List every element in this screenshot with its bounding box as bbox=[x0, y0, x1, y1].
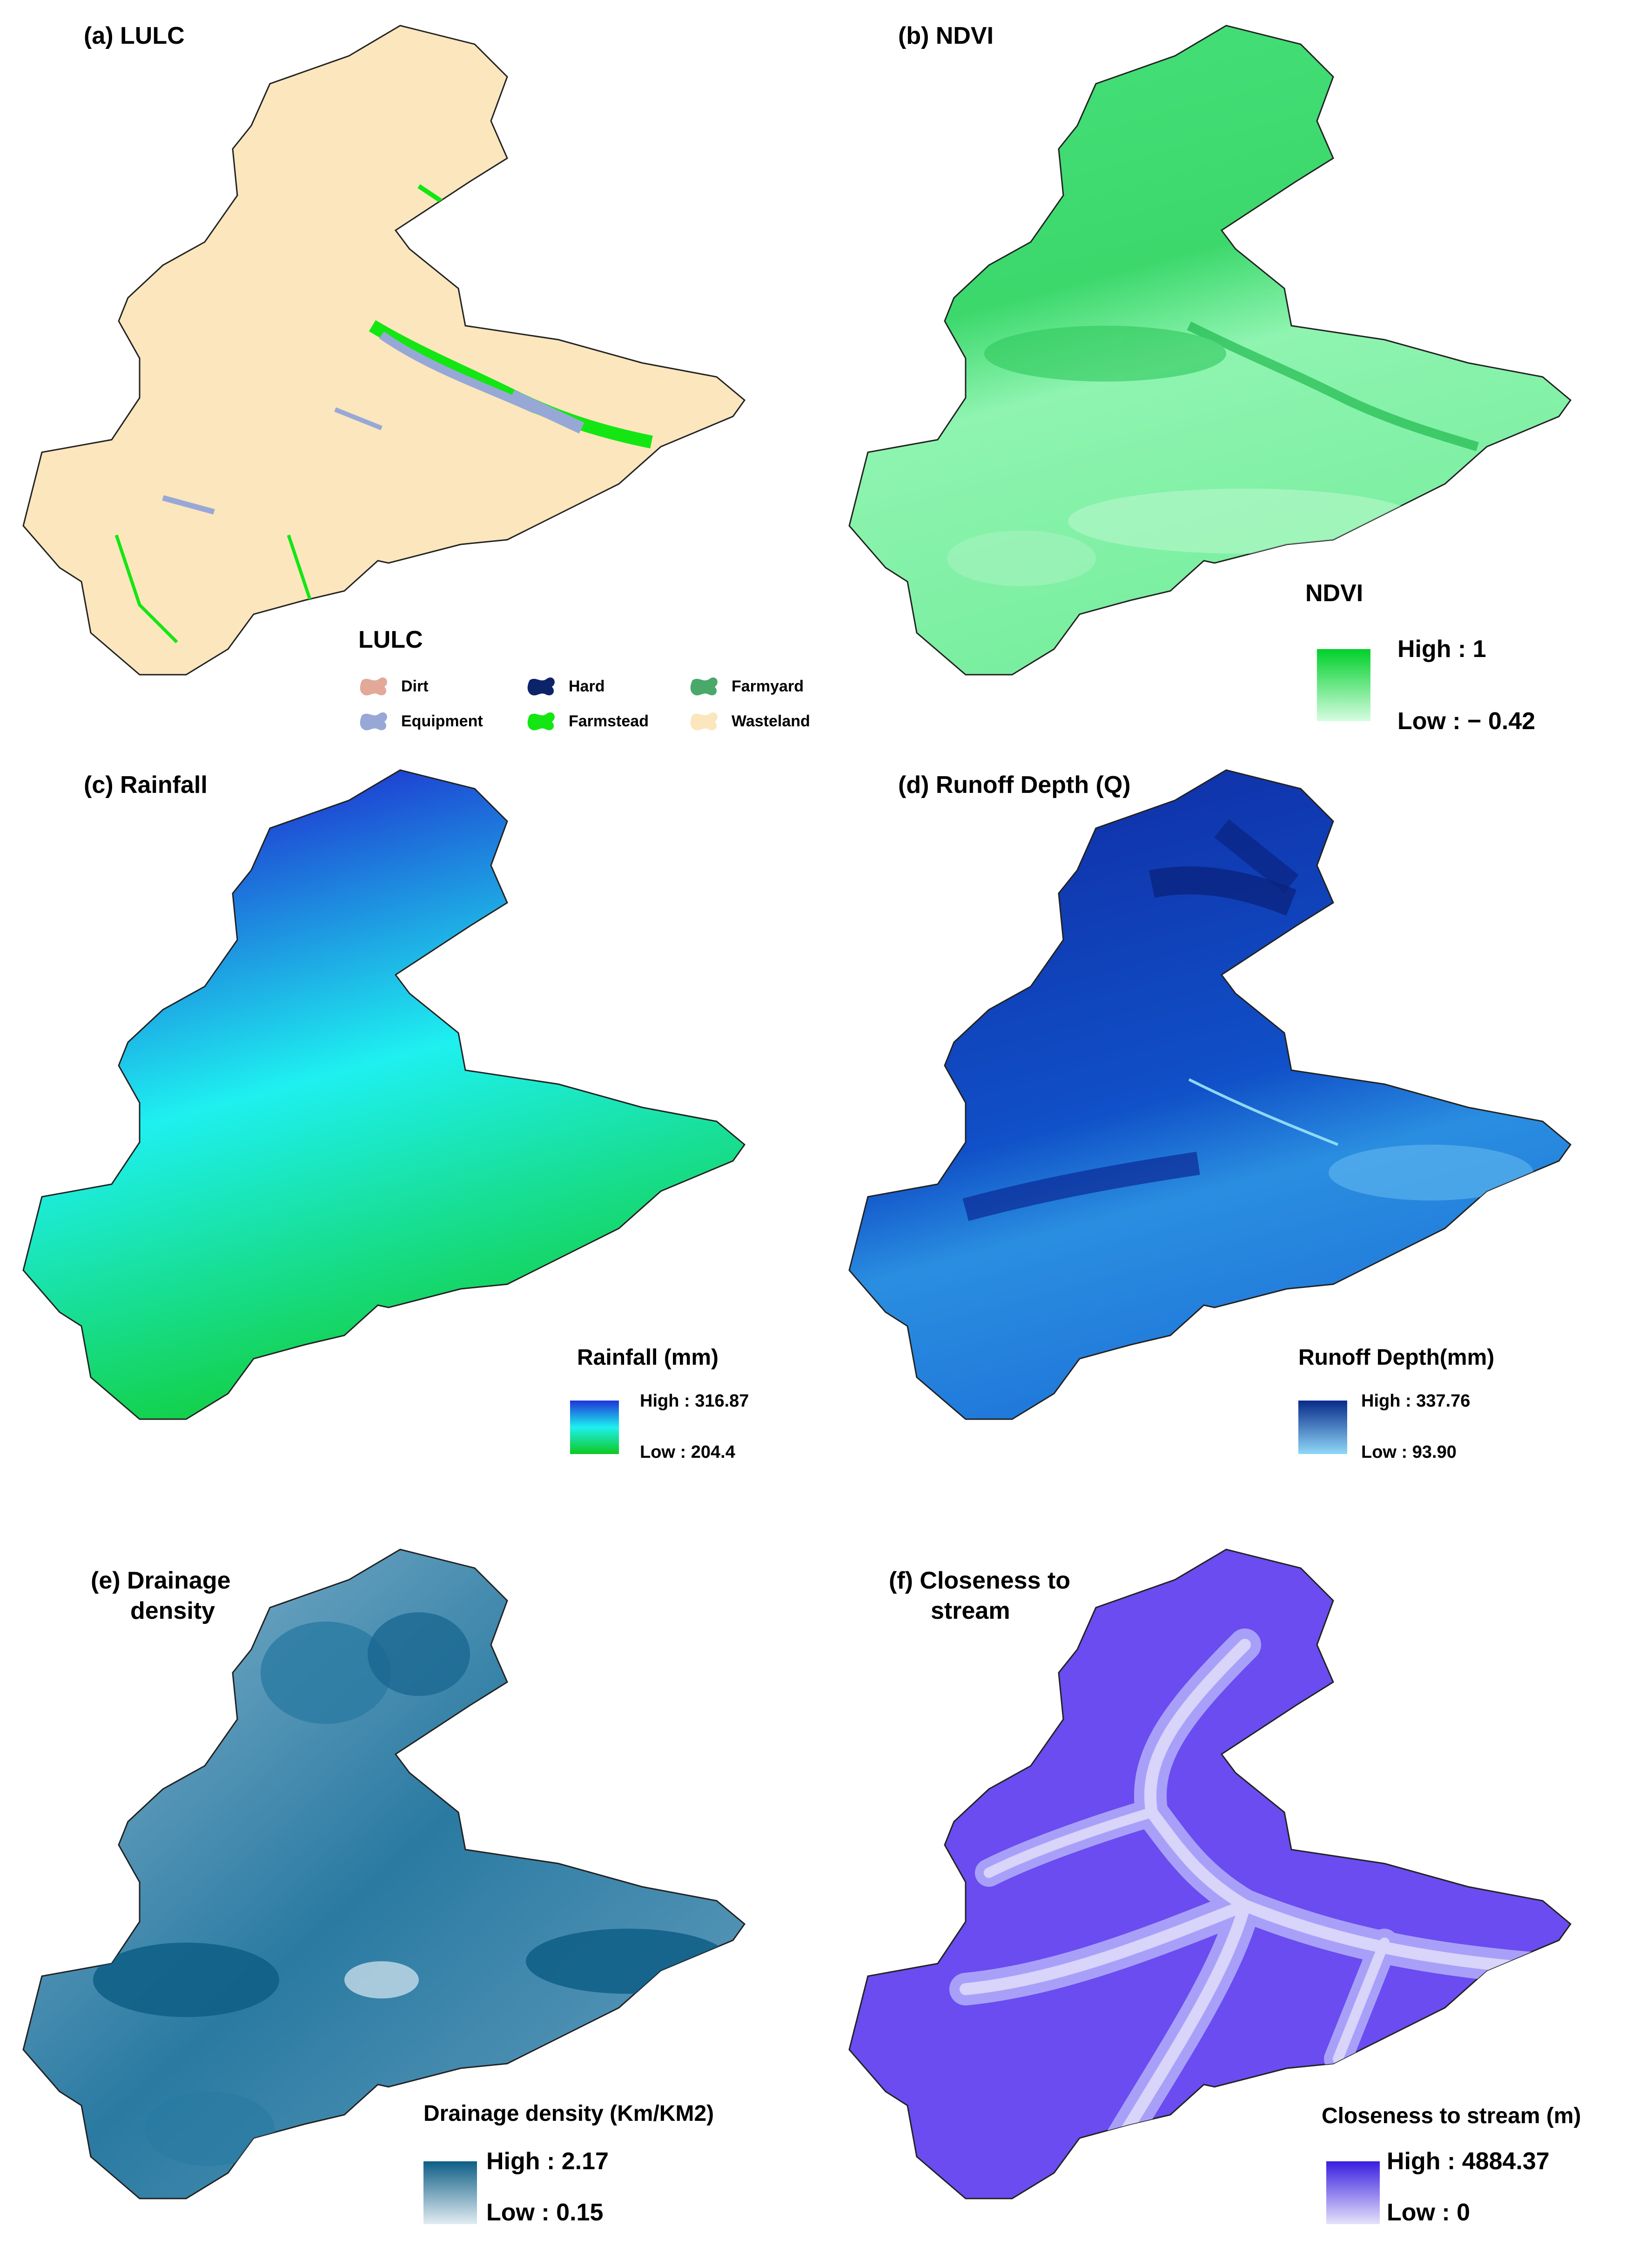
closeness-color-ramp bbox=[1326, 2161, 1380, 2224]
runoff-color-ramp bbox=[1298, 1401, 1347, 1454]
legend-high: High : 2.17 bbox=[486, 2148, 609, 2175]
legend-label: Farmstead bbox=[569, 712, 649, 730]
legend-title: Closeness to stream (m) bbox=[1322, 2104, 1581, 2128]
legend-title: Drainage density (Km/KM2) bbox=[423, 2101, 714, 2126]
legend-label: Hard bbox=[569, 677, 605, 695]
legend-title: Runoff Depth(mm) bbox=[1298, 1345, 1495, 1370]
legend-label: Equipment bbox=[401, 712, 483, 730]
panel-title-line2: stream bbox=[931, 1597, 1010, 1624]
panel-closeness-to-stream: (f) Closeness to stream Closeness to str… bbox=[826, 1510, 1652, 2266]
legend-swatch bbox=[690, 712, 718, 731]
legend-item: Wasteland bbox=[689, 710, 810, 733]
drainage-map bbox=[22, 1549, 745, 2199]
panel-ndvi: (b) NDVI NDVI High : 1 Low : − 0.42 bbox=[826, 0, 1652, 754]
legend-item: Equipment bbox=[358, 710, 483, 733]
legend-swatch bbox=[360, 712, 387, 731]
panel-title-line1: (f) Closeness to bbox=[889, 1567, 1071, 1594]
legend-title: NDVI bbox=[1305, 580, 1363, 607]
legend-swatch bbox=[360, 677, 387, 696]
legend-high: High : 4884.37 bbox=[1387, 2148, 1550, 2175]
legend-swatch bbox=[527, 712, 555, 731]
ndvi-color-ramp bbox=[1317, 649, 1370, 721]
panel-title: (c) Rainfall bbox=[84, 771, 208, 798]
legend-title: Rainfall (mm) bbox=[577, 1345, 719, 1370]
lulc-map bbox=[22, 25, 745, 676]
panel-title: (d) Runoff Depth (Q) bbox=[898, 771, 1131, 798]
ndvi-map bbox=[848, 25, 1571, 676]
legend-high: High : 316.87 bbox=[640, 1391, 749, 1411]
panel-lulc: (a) LULC LULC Dirt Hard Farmyard Equipment F… bbox=[0, 0, 826, 754]
legend-low: Low : − 0.42 bbox=[1397, 708, 1536, 735]
legend-high: High : 337.76 bbox=[1361, 1391, 1471, 1411]
legend-label: Farmyard bbox=[732, 677, 804, 695]
drainage-color-ramp bbox=[423, 2161, 477, 2224]
panel-runoff-depth: (d) Runoff Depth (Q) Runoff Depth(mm) Hi… bbox=[826, 754, 1652, 1508]
panel-title-line2: density bbox=[130, 1597, 215, 1624]
panel-rainfall: (c) Rainfall Rainfall (mm) High : 316.87… bbox=[0, 754, 826, 1508]
legend-low: Low : 0.15 bbox=[486, 2199, 604, 2226]
legend-label: Wasteland bbox=[732, 712, 810, 730]
legend-swatch bbox=[527, 677, 555, 696]
closeness-map bbox=[848, 1549, 1571, 2199]
lulc-features bbox=[114, 184, 653, 644]
legend-item: Farmstead bbox=[526, 710, 649, 733]
legend-swatch bbox=[690, 677, 718, 696]
rainfall-color-ramp bbox=[570, 1401, 619, 1454]
panel-drainage-density: (e) Drainage density Drainage density (K… bbox=[0, 1510, 826, 2266]
stream-network bbox=[949, 1629, 1571, 2199]
legend-label: Dirt bbox=[401, 677, 429, 695]
panel-title: (b) NDVI bbox=[898, 22, 994, 49]
legend-item: Hard bbox=[526, 675, 604, 698]
panel-title-line1: (e) Drainage bbox=[91, 1567, 231, 1594]
legend-item: Dirt bbox=[358, 675, 429, 698]
legend-low: Low : 204.4 bbox=[640, 1442, 735, 1462]
legend-item: Farmyard bbox=[689, 675, 804, 698]
runoff-map bbox=[848, 769, 1571, 1420]
legend-title: LULC bbox=[358, 626, 423, 653]
legend-low: Low : 0 bbox=[1387, 2199, 1471, 2226]
ndvi-texture bbox=[947, 322, 1479, 586]
legend-low: Low : 93.90 bbox=[1361, 1442, 1457, 1462]
panel-title: (a) LULC bbox=[84, 22, 185, 49]
runoff-texture bbox=[962, 819, 1533, 1221]
legend-high: High : 1 bbox=[1397, 636, 1486, 663]
